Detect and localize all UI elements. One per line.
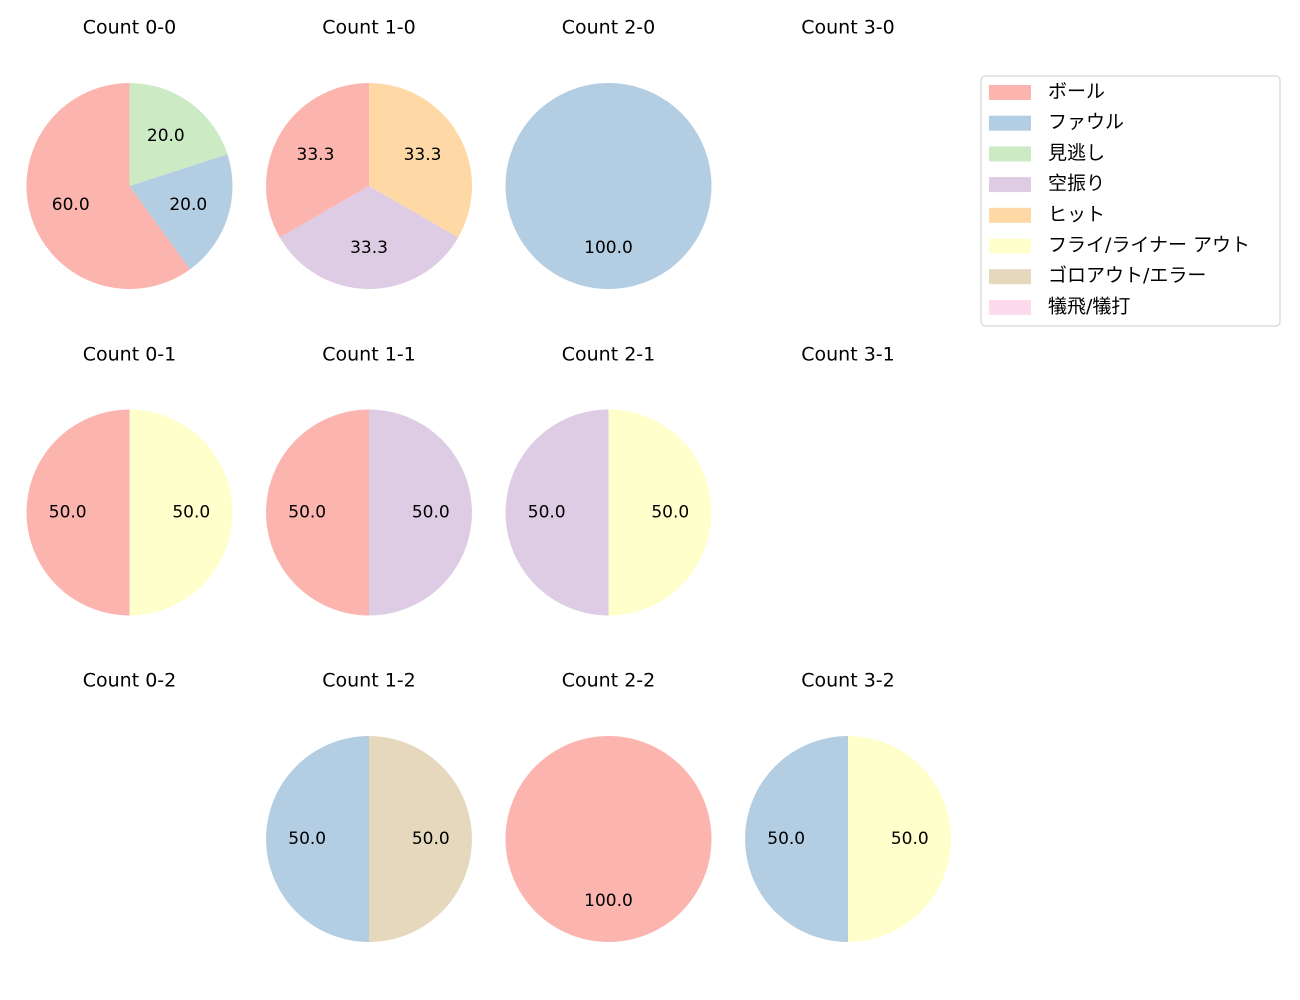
legend-label: ゴロアウト/エラー [1048, 265, 1206, 287]
legend-swatch-foul [989, 115, 1031, 131]
pie-panel: Count 2-2 100.0 [505, 670, 712, 942]
pie-slice-flyout [129, 409, 233, 616]
pie-title: Count 1-2 [322, 670, 416, 692]
pie-slice-swing [505, 409, 609, 616]
pie-slice-ball [505, 736, 712, 942]
pie-slice-label: 20.0 [147, 126, 185, 146]
pie-slice-called [129, 83, 228, 186]
pie-slice-swing [369, 409, 472, 616]
pie-slice-label: 50.0 [528, 503, 566, 523]
pie-slice-foul [505, 83, 712, 289]
pie-slice-label: 33.3 [350, 238, 388, 258]
pie-slice-label: 50.0 [288, 829, 326, 849]
pie-slice-hit [369, 83, 472, 238]
pie-panel: Count 0-2 [83, 670, 177, 692]
pie-panel: Count 3-2 50.0 50.0 [745, 670, 951, 942]
pie-slice-foul [266, 736, 369, 942]
pie-slice-ball [266, 83, 369, 238]
legend-label: 空振り [1048, 173, 1105, 195]
legend-label: フライ/ライナー アウト [1048, 234, 1250, 256]
legend-label: ファウル [1048, 111, 1124, 133]
pie-panel: Count 0-0 60.0 20.0 20.0 [26, 17, 233, 289]
pie-title: Count 0-0 [83, 17, 177, 39]
pie-slice-label: 33.3 [404, 145, 442, 165]
pie-slice-label: 20.0 [169, 195, 207, 215]
pie-title: Count 2-2 [562, 670, 656, 692]
pie-slice-label: 50.0 [651, 503, 689, 523]
pie-slice-foul [745, 736, 848, 942]
pie-slice-label: 50.0 [172, 503, 210, 523]
pie-title: Count 1-1 [322, 344, 416, 366]
pie-slice-ball [266, 409, 369, 616]
pie-panel: Count 3-0 [801, 17, 895, 39]
pie-title: Count 1-0 [322, 17, 416, 39]
pie-slice-label: 33.3 [297, 145, 335, 165]
pie-title: Count 2-1 [562, 344, 656, 366]
pie-title: Count 3-1 [801, 344, 895, 366]
pie-slice-flyout [848, 736, 951, 942]
pie-panel: Count 1-2 50.0 50.0 [266, 670, 472, 942]
pie-panels: Count 0-0 60.0 20.0 20.0 Count 1-0 33.3 33.3 33… [26, 17, 951, 942]
pie-title: Count 0-2 [83, 670, 177, 692]
pie-title: Count 3-2 [801, 670, 895, 692]
pie-slice-label: 50.0 [891, 829, 929, 849]
pie-slice-label: 100.0 [584, 238, 633, 258]
pie-panel: Count 2-1 50.0 50.0 [505, 344, 712, 616]
pie-slice-foul [129, 154, 233, 270]
legend-label: ヒット [1048, 203, 1105, 225]
pie-title: Count 3-0 [801, 17, 895, 39]
pie-slice-label: 60.0 [52, 195, 90, 215]
pie-panel: Count 3-1 [801, 344, 895, 366]
legend-label: ボール [1048, 81, 1105, 103]
legend-label: 見逃し [1048, 142, 1105, 164]
legend-label: 犠飛/犠打 [1048, 295, 1130, 317]
pie-slice-flyout [608, 409, 712, 616]
legend-swatch-hit [989, 207, 1031, 223]
pie-panel: Count 1-1 50.0 50.0 [266, 344, 472, 616]
pie-slice-label: 50.0 [412, 829, 450, 849]
pie-title: Count 2-0 [562, 17, 656, 39]
pie-slice-label: 50.0 [288, 503, 326, 523]
pie-slice-label: 100.0 [584, 891, 633, 911]
legend-swatch-ball [989, 85, 1031, 100]
pie-panel: Count 1-0 33.3 33.3 33.3 [266, 17, 472, 289]
legend-swatch-sac [989, 299, 1031, 315]
pie-slice-groundout [369, 736, 472, 942]
pie-panel: Count 0-1 50.0 50.0 [26, 344, 233, 616]
legend-swatch-groundout [989, 269, 1031, 285]
pie-slice-ball [26, 83, 191, 289]
pie-title: Count 0-1 [83, 344, 177, 366]
pie-slice-label: 50.0 [412, 503, 450, 523]
pie-slice-label: 50.0 [49, 503, 87, 523]
legend-swatch-called [989, 146, 1031, 162]
pie-slice-ball [26, 409, 130, 616]
legend-frame [980, 75, 1281, 327]
legend-swatch-flyout [989, 238, 1031, 254]
pie-slice-label: 50.0 [767, 829, 805, 849]
legend-swatch-swing [989, 177, 1031, 193]
pie-panel: Count 2-0 100.0 [505, 17, 712, 289]
